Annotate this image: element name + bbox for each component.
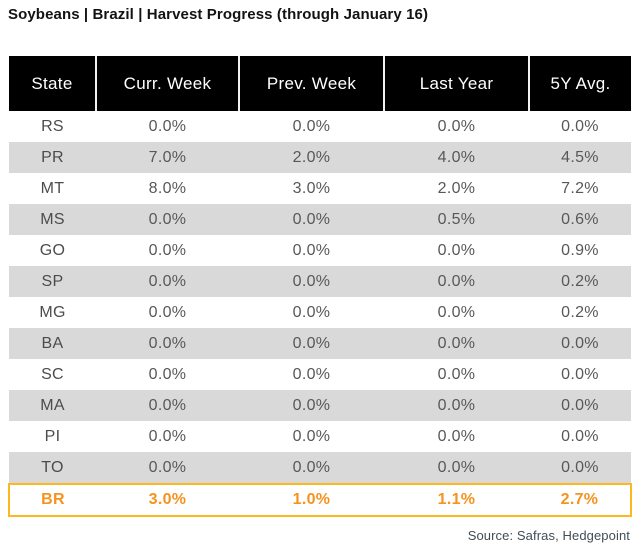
col-header-last-year: Last Year: [383, 56, 529, 111]
value-cell: 0.0%: [148, 365, 187, 383]
value-cell: 0.0%: [437, 427, 476, 445]
value-cell: 0.0%: [292, 303, 331, 321]
state-cell: RS: [41, 117, 64, 135]
table-header-row: State Curr. Week Prev. Week Last Year 5Y…: [9, 56, 631, 111]
value-cell: 4.5%: [561, 148, 599, 166]
value-cell: 0.0%: [437, 334, 476, 352]
value-cell: 0.0%: [292, 458, 331, 476]
col-header-curr-week: Curr. Week: [95, 56, 239, 111]
value-cell: 0.0%: [437, 241, 476, 259]
value-cell: 0.0%: [148, 117, 187, 135]
state-cell: MS: [40, 210, 65, 228]
table-row: BA 0.0% 0.0% 0.0% 0.0%: [9, 328, 631, 359]
value-cell: 3.0%: [292, 179, 331, 197]
state-cell: BR: [8, 483, 96, 517]
state-cell: MG: [39, 303, 66, 321]
value-cell: 0.0%: [292, 365, 331, 383]
value-cell: 7.2%: [561, 179, 599, 197]
value-cell: 0.0%: [561, 396, 599, 414]
value-cell: 0.0%: [561, 365, 599, 383]
state-cell: GO: [39, 241, 66, 259]
col-header-5y-avg: 5Y Avg.: [528, 56, 631, 111]
value-cell: 0.0%: [148, 241, 187, 259]
state-cell: PR: [41, 148, 64, 166]
value-cell: 0.0%: [148, 303, 187, 321]
col-header-prev-week: Prev. Week: [238, 56, 384, 111]
value-cell: 0.0%: [148, 272, 187, 290]
value-cell: 1.1%: [384, 483, 529, 517]
value-cell: 2.7%: [529, 483, 632, 517]
value-cell: 4.0%: [437, 148, 476, 166]
value-cell: 0.0%: [148, 396, 187, 414]
table-row: MS 0.0% 0.0% 0.5% 0.6%: [9, 204, 631, 235]
table-row: GO 0.0% 0.0% 0.0% 0.9%: [9, 235, 631, 266]
value-cell: 8.0%: [148, 179, 187, 197]
value-cell: 0.0%: [148, 334, 187, 352]
value-cell: 0.0%: [561, 334, 599, 352]
table-row: MT 8.0% 3.0% 2.0% 7.2%: [9, 173, 631, 204]
state-cell: BA: [41, 334, 64, 352]
table-row-total-br: BR 3.0% 1.0% 1.1% 2.7%: [8, 483, 632, 517]
state-cell: MT: [40, 179, 65, 197]
table-row: SC 0.0% 0.0% 0.0% 0.0%: [9, 359, 631, 390]
source-caption: Source: Safras, Hedgepoint: [467, 528, 630, 543]
value-cell: 0.9%: [561, 241, 599, 259]
state-cell: TO: [41, 458, 64, 476]
value-cell: 2.0%: [292, 148, 331, 166]
table-row: TO 0.0% 0.0% 0.0% 0.0%: [9, 452, 631, 484]
table-row: MA 0.0% 0.0% 0.0% 0.0%: [9, 390, 631, 421]
value-cell: 7.0%: [148, 148, 187, 166]
value-cell: 0.0%: [561, 117, 599, 135]
value-cell: 0.0%: [148, 210, 187, 228]
col-header-state: State: [9, 56, 96, 111]
value-cell: 0.0%: [148, 458, 187, 476]
table-row: PI 0.0% 0.0% 0.0% 0.0%: [9, 421, 631, 452]
state-cell: PI: [44, 427, 61, 445]
value-cell: 0.0%: [561, 458, 599, 476]
value-cell: 0.0%: [561, 427, 599, 445]
table-row: MG 0.0% 0.0% 0.0% 0.2%: [9, 297, 631, 328]
value-cell: 2.0%: [437, 179, 476, 197]
page-title: Soybeans | Brazil | Harvest Progress (th…: [8, 6, 429, 23]
value-cell: 0.0%: [292, 334, 331, 352]
value-cell: 0.0%: [292, 241, 331, 259]
state-cell: SC: [41, 365, 64, 383]
harvest-report-page: Soybeans | Brazil | Harvest Progress (th…: [0, 6, 639, 543]
value-cell: 0.0%: [437, 117, 476, 135]
value-cell: 0.0%: [292, 210, 331, 228]
table-row: PR 7.0% 2.0% 4.0% 4.5%: [9, 142, 631, 173]
table-row: RS 0.0% 0.0% 0.0% 0.0%: [9, 111, 631, 142]
state-cell: SP: [41, 272, 64, 290]
state-cell: MA: [40, 396, 65, 414]
value-cell: 3.0%: [96, 483, 239, 517]
value-cell: 0.2%: [561, 272, 599, 290]
value-cell: 0.0%: [292, 396, 331, 414]
value-cell: 0.0%: [437, 458, 476, 476]
value-cell: 0.0%: [292, 117, 331, 135]
value-cell: 0.0%: [148, 427, 187, 445]
value-cell: 0.2%: [561, 303, 599, 321]
harvest-progress-table: State Curr. Week Prev. Week Last Year 5Y…: [8, 56, 632, 517]
value-cell: 0.0%: [437, 303, 476, 321]
table-row: SP 0.0% 0.0% 0.0% 0.2%: [9, 266, 631, 297]
value-cell: 0.0%: [437, 272, 476, 290]
value-cell: 0.5%: [437, 210, 476, 228]
value-cell: 0.0%: [437, 396, 476, 414]
value-cell: 0.0%: [292, 427, 331, 445]
value-cell: 1.0%: [239, 483, 384, 517]
value-cell: 0.0%: [292, 272, 331, 290]
value-cell: 0.0%: [437, 365, 476, 383]
value-cell: 0.6%: [561, 210, 599, 228]
